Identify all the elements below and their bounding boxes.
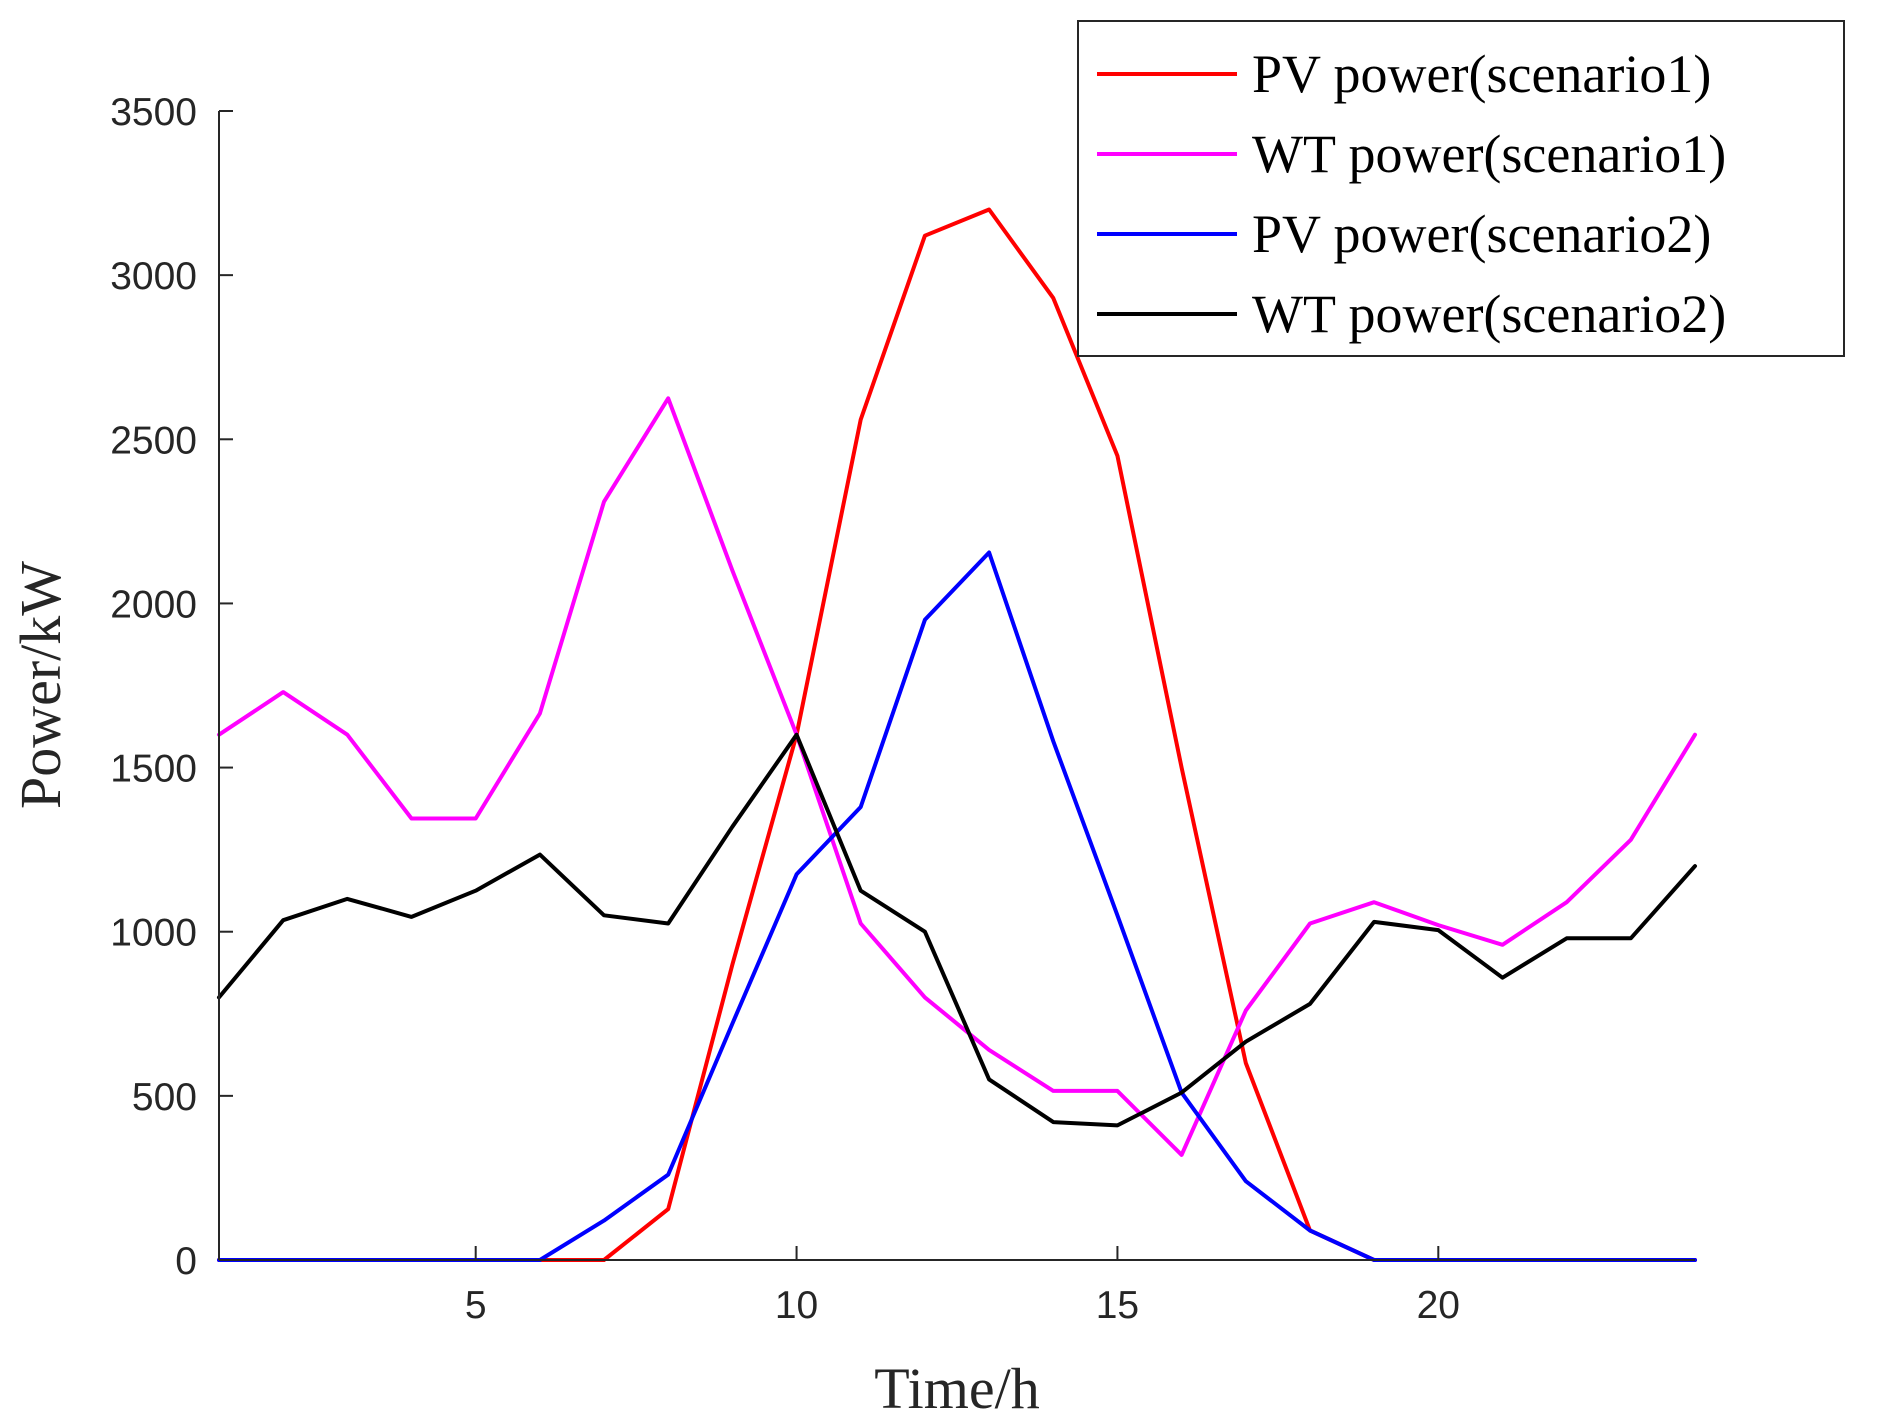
data-point-wt-power-scenario2-21 bbox=[1501, 976, 1505, 980]
data-point-wt-power-scenario1-21 bbox=[1501, 943, 1505, 947]
data-point-wt-power-scenario2-4 bbox=[410, 915, 414, 919]
data-point-pv-power-scenario2-14 bbox=[1051, 739, 1055, 743]
legend-entry-pv-power-scenario2: PV power(scenario2) bbox=[1097, 204, 1711, 264]
data-point-wt-power-scenario1-8 bbox=[666, 396, 670, 400]
data-point-wt-power-scenario1-20 bbox=[1436, 923, 1440, 927]
legend-entry-wt-power-scenario1: WT power(scenario1) bbox=[1097, 124, 1726, 184]
data-point-pv-power-scenario2-11 bbox=[859, 805, 863, 809]
data-point-wt-power-scenario1-6 bbox=[538, 711, 542, 715]
y-ticks: 0 500 1000 1500 2000 2500 3000 3500 bbox=[110, 91, 233, 1283]
data-point-wt-power-scenario2-3 bbox=[345, 897, 349, 901]
data-point-pv-power-scenario1-8 bbox=[666, 1207, 670, 1211]
data-point-pv-power-scenario2-10 bbox=[795, 872, 799, 876]
data-point-wt-power-scenario1-13 bbox=[987, 1048, 991, 1052]
y-tick-label-3500: 3500 bbox=[110, 91, 197, 134]
legend-label-wt-power-scenario1: WT power(scenario1) bbox=[1252, 124, 1726, 184]
legend: PV power(scenario1) WT power(scenario1) PV… bbox=[1077, 20, 1845, 357]
data-point-wt-power-scenario1-19 bbox=[1372, 900, 1376, 904]
x-tick-label-15: 15 bbox=[1096, 1284, 1139, 1327]
data-point-pv-power-scenario1-15 bbox=[1115, 454, 1119, 458]
legend-label-wt-power-scenario2: WT power(scenario2) bbox=[1252, 284, 1726, 344]
data-point-pv-power-scenario1-14 bbox=[1051, 296, 1055, 300]
data-point-pv-power-scenario1-17 bbox=[1244, 1061, 1248, 1065]
data-point-wt-power-scenario2-22 bbox=[1565, 936, 1569, 940]
data-point-pv-power-scenario2-8 bbox=[666, 1173, 670, 1177]
legend-label-pv-power-scenario2: PV power(scenario2) bbox=[1252, 204, 1711, 264]
y-tick-label-0: 0 bbox=[175, 1240, 197, 1283]
data-point-wt-power-scenario1-7 bbox=[602, 500, 606, 504]
series-wt-power-scenario2 bbox=[217, 732, 1697, 1128]
series-wt-power-scenario1 bbox=[217, 396, 1697, 1157]
data-point-pv-power-scenario1-16 bbox=[1180, 766, 1184, 770]
legend-entry-pv-power-scenario1: PV power(scenario1) bbox=[1097, 44, 1711, 104]
data-point-wt-power-scenario1-17 bbox=[1244, 1009, 1248, 1013]
legend-label-pv-power-scenario1: PV power(scenario1) bbox=[1252, 44, 1711, 104]
data-point-wt-power-scenario2-19 bbox=[1372, 920, 1376, 924]
data-point-wt-power-scenario1-4 bbox=[410, 817, 414, 821]
y-axis-title: Power/kW bbox=[8, 561, 73, 809]
data-point-wt-power-scenario1-15 bbox=[1115, 1089, 1119, 1093]
y-tick-label-2000: 2000 bbox=[110, 583, 197, 626]
legend-entries: PV power(scenario1) WT power(scenario1) PV… bbox=[1097, 44, 1726, 344]
x-axis-title: Time/h bbox=[874, 1356, 1039, 1421]
data-point-pv-power-scenario1-9 bbox=[730, 963, 734, 967]
data-point-pv-power-scenario1-11 bbox=[859, 418, 863, 422]
data-point-wt-power-scenario1-12 bbox=[923, 995, 927, 999]
data-point-wt-power-scenario2-18 bbox=[1308, 1002, 1312, 1006]
data-point-wt-power-scenario2-10 bbox=[795, 733, 799, 737]
y-tick-label-1000: 1000 bbox=[110, 912, 197, 955]
data-point-wt-power-scenario2-24 bbox=[1693, 864, 1697, 868]
data-point-wt-power-scenario2-9 bbox=[730, 825, 734, 829]
data-point-pv-power-scenario2-17 bbox=[1244, 1179, 1248, 1183]
data-point-wt-power-scenario2-12 bbox=[923, 930, 927, 934]
data-point-wt-power-scenario1-5 bbox=[474, 817, 478, 821]
data-point-wt-power-scenario2-2 bbox=[281, 918, 285, 922]
data-point-pv-power-scenario1-12 bbox=[923, 234, 927, 238]
data-point-pv-power-scenario2-7 bbox=[602, 1219, 606, 1223]
data-point-wt-power-scenario1-2 bbox=[281, 690, 285, 694]
y-tick-label-3000: 3000 bbox=[110, 255, 197, 298]
data-point-wt-power-scenario2-15 bbox=[1115, 1123, 1119, 1127]
data-point-wt-power-scenario1-9 bbox=[730, 569, 734, 573]
series-line-wt-power-scenario2 bbox=[217, 732, 1697, 1128]
data-point-wt-power-scenario1-3 bbox=[345, 733, 349, 737]
x-tick-label-20: 20 bbox=[1417, 1284, 1460, 1327]
data-point-wt-power-scenario2-13 bbox=[987, 1077, 991, 1081]
data-point-wt-power-scenario2-8 bbox=[666, 922, 670, 926]
data-point-wt-power-scenario2-7 bbox=[602, 913, 606, 917]
data-point-wt-power-scenario2-17 bbox=[1244, 1040, 1248, 1044]
x-tick-label-5: 5 bbox=[465, 1284, 487, 1327]
axes-layer bbox=[218, 111, 1695, 1261]
data-point-wt-power-scenario1-22 bbox=[1565, 900, 1569, 904]
data-point-wt-power-scenario1-23 bbox=[1629, 838, 1633, 842]
data-point-wt-power-scenario2-23 bbox=[1629, 936, 1633, 940]
x-ticks: 5 10 15 20 bbox=[465, 1246, 1460, 1327]
data-point-pv-power-scenario2-15 bbox=[1115, 913, 1119, 917]
data-point-wt-power-scenario2-16 bbox=[1180, 1091, 1184, 1095]
data-point-wt-power-scenario1-14 bbox=[1051, 1089, 1055, 1093]
data-point-pv-power-scenario2-13 bbox=[987, 551, 991, 555]
data-point-wt-power-scenario2-14 bbox=[1051, 1120, 1055, 1124]
data-point-wt-power-scenario1-11 bbox=[859, 922, 863, 926]
data-point-wt-power-scenario2-5 bbox=[474, 889, 478, 893]
y-tick-label-1500: 1500 bbox=[110, 748, 197, 791]
y-tick-label-2500: 2500 bbox=[110, 419, 197, 462]
data-point-pv-power-scenario1-13 bbox=[987, 208, 991, 212]
x-tick-label-10: 10 bbox=[775, 1284, 818, 1327]
data-point-wt-power-scenario1-18 bbox=[1308, 922, 1312, 926]
legend-box bbox=[1077, 20, 1845, 357]
data-point-pv-power-scenario2-18 bbox=[1308, 1229, 1312, 1233]
legend-entry-wt-power-scenario2: WT power(scenario2) bbox=[1097, 284, 1726, 344]
data-point-wt-power-scenario2-20 bbox=[1436, 928, 1440, 932]
data-point-wt-power-scenario1-16 bbox=[1180, 1153, 1184, 1157]
data-point-wt-power-scenario1-24 bbox=[1693, 733, 1697, 737]
series-line-wt-power-scenario1 bbox=[217, 396, 1697, 1157]
data-point-wt-power-scenario2-6 bbox=[538, 853, 542, 857]
data-point-pv-power-scenario2-12 bbox=[923, 618, 927, 622]
data-point-pv-power-scenario2-9 bbox=[730, 1022, 734, 1026]
y-tick-label-500: 500 bbox=[132, 1076, 197, 1119]
data-point-wt-power-scenario2-11 bbox=[859, 889, 863, 893]
